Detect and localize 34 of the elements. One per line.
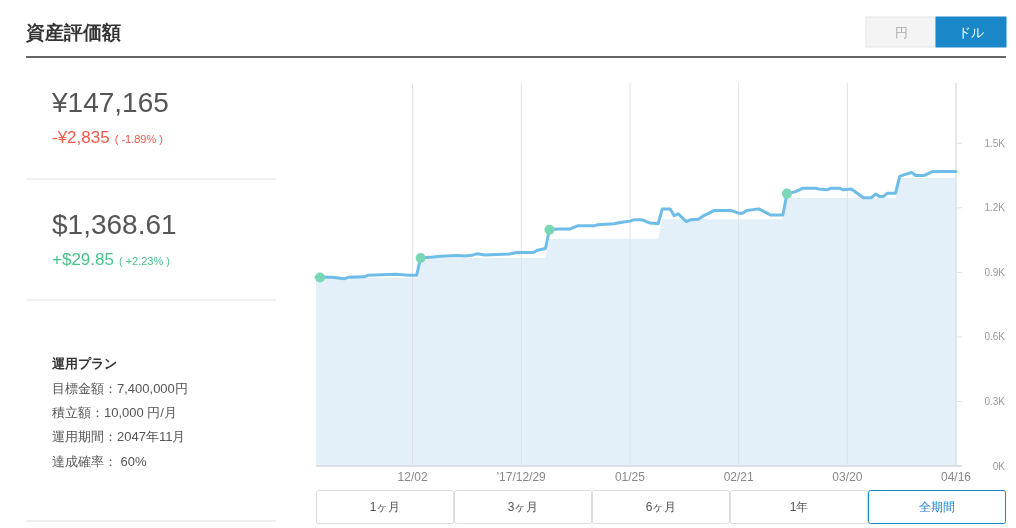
- x-tick-label: 03/20: [832, 470, 863, 484]
- point: [415, 252, 426, 263]
- text: 達成確率： 60%: [52, 454, 148, 469]
- text: $1,368.61: [52, 209, 177, 240]
- text: 目標金額：7,400,000円: [52, 381, 188, 396]
- text: ¥147,165: [51, 87, 169, 118]
- period-button[interactable]: 6ヶ月: [592, 490, 730, 524]
- x-tick-label: 12/02: [397, 470, 428, 484]
- period-button[interactable]: 1年: [730, 490, 868, 524]
- y-tick-label: 1.2K: [984, 202, 1006, 214]
- text: 運用プラン: [51, 356, 117, 371]
- text: +$29.85: [52, 250, 114, 269]
- point: [315, 272, 326, 283]
- y-tick-label: 0.3K: [984, 395, 1006, 407]
- y-tick-label: 0.9K: [984, 266, 1006, 278]
- text: 運用期間：2047年11月: [52, 429, 186, 444]
- period-button[interactable]: 3ヶ月: [454, 490, 592, 524]
- period-button[interactable]: 全期間: [868, 490, 1006, 524]
- x-tick-label: 02/21: [723, 470, 754, 484]
- text: ( -1.89% ): [114, 133, 163, 145]
- y-tick-label: 0.6K: [984, 331, 1006, 343]
- y-tick-label: 1.5K: [984, 137, 1006, 149]
- x-tick-label: 01/25: [614, 470, 646, 484]
- y-tick-label: 0K: [992, 460, 1006, 472]
- point: [544, 224, 555, 235]
- text: 資産評価額: [25, 22, 121, 43]
- text: 積立額：10,000 円/月: [52, 405, 177, 420]
- text: -¥2,835: [52, 128, 110, 147]
- period-button[interactable]: 1ヶ月: [316, 490, 454, 524]
- x-tick-label: '17/12/29: [496, 470, 547, 484]
- x-tick-label: 04/16: [940, 470, 972, 484]
- text: ( +2.23% ): [118, 255, 170, 267]
- point: [781, 188, 792, 199]
- toggle-button[interactable]: ドル: [935, 16, 1007, 48]
